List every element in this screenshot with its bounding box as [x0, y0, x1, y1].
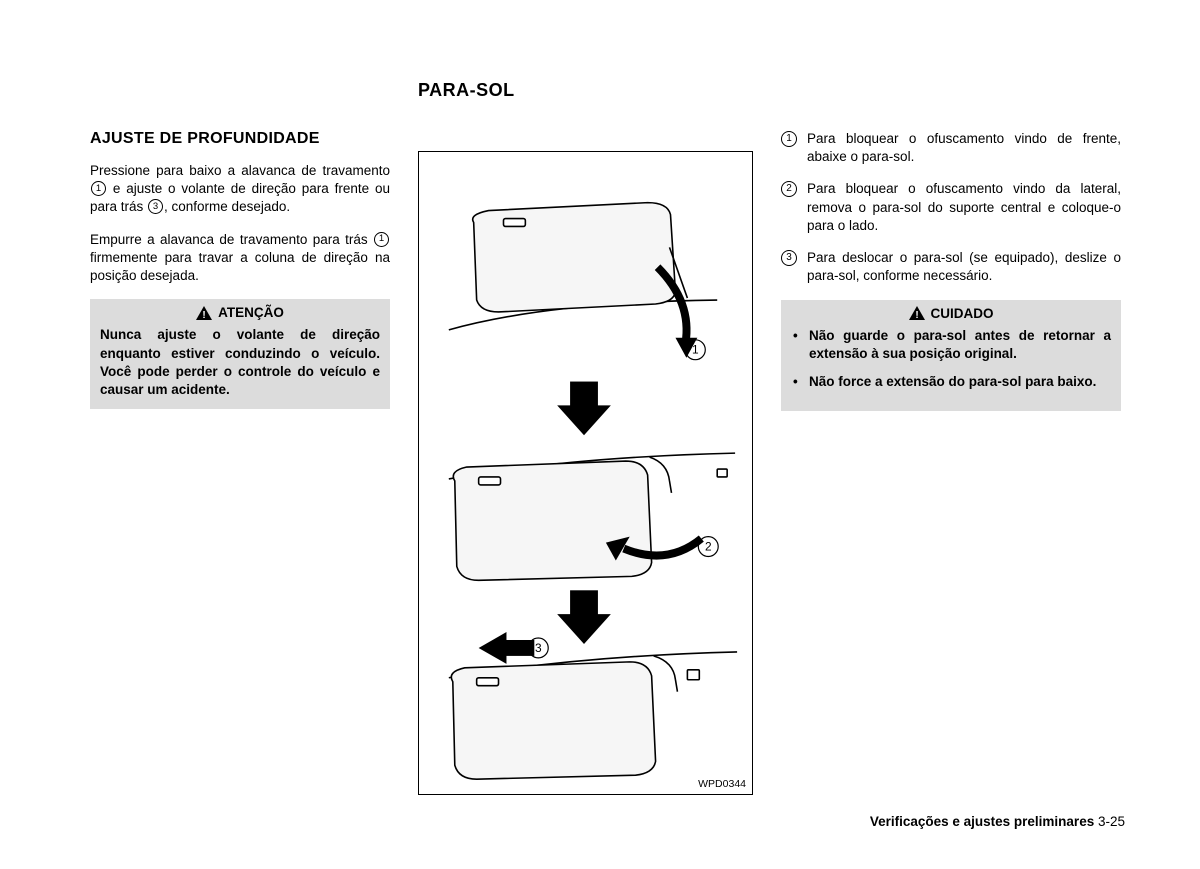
- step-2: 2 Para bloquear o ofuscamento vindo da l…: [781, 180, 1121, 235]
- middle-column: PARA-SOL 1 2 3: [418, 80, 753, 795]
- caution-list: Não guarde o para-sol antes de retornar …: [791, 327, 1111, 392]
- warning-body: Nunca ajuste o volante de direção enquan…: [100, 326, 380, 399]
- left-column: AJUSTE DE PROFUNDIDADE Pressione para ba…: [90, 80, 390, 795]
- circled-number-1-icon: 1: [91, 181, 106, 196]
- svg-text:!: !: [915, 310, 918, 320]
- warning-header: ! ATENÇÃO: [100, 305, 380, 320]
- svg-text:!: !: [202, 310, 205, 320]
- svg-text:3: 3: [535, 641, 542, 655]
- sun-visor-figure: 1 2 3: [418, 151, 753, 795]
- manual-page: AJUSTE DE PROFUNDIDADE Pressione para ba…: [0, 0, 1200, 845]
- sun-visor-diagram-svg: 1 2 3: [419, 152, 752, 794]
- footer-section: Verificações e ajustes preliminares: [870, 814, 1094, 829]
- page-footer: Verificações e ajustes preliminares 3-25: [870, 814, 1125, 829]
- warning-label: ATENÇÃO: [218, 305, 284, 320]
- sun-visor-steps: 1 Para bloquear o ofuscamento vindo de f…: [781, 130, 1121, 286]
- circled-number-3-icon: 3: [781, 250, 797, 266]
- caution-item-1: Não guarde o para-sol antes de retornar …: [791, 327, 1111, 363]
- page-title: PARA-SOL: [418, 80, 753, 101]
- depth-adjust-para-1: Pressione para baixo a alavanca de trava…: [90, 162, 390, 217]
- caution-callout: ! CUIDADO Não guarde o para-sol antes de…: [781, 300, 1121, 412]
- step-1: 1 Para bloquear o ofuscamento vindo de f…: [781, 130, 1121, 166]
- circled-number-3-icon: 3: [148, 199, 163, 214]
- depth-adjust-para-2: Empurre a alavanca de travamento para tr…: [90, 231, 390, 286]
- caution-label: CUIDADO: [931, 306, 994, 321]
- section-title-depth-adjust: AJUSTE DE PROFUNDIDADE: [90, 130, 390, 148]
- svg-text:2: 2: [705, 540, 712, 554]
- step-3: 3 Para deslocar o para-sol (se equipado)…: [781, 249, 1121, 285]
- circled-number-1-icon: 1: [374, 232, 389, 247]
- warning-triangle-icon: !: [196, 306, 212, 320]
- figure-code: WPD0344: [698, 778, 746, 790]
- warning-triangle-icon: !: [909, 306, 925, 320]
- circled-number-2-icon: 2: [781, 181, 797, 197]
- warning-callout: ! ATENÇÃO Nunca ajuste o volante de dire…: [90, 299, 390, 409]
- right-column: 1 Para bloquear o ofuscamento vindo de f…: [781, 80, 1121, 795]
- caution-item-2: Não force a extensão do para-sol para ba…: [791, 373, 1111, 391]
- caution-header: ! CUIDADO: [791, 306, 1111, 321]
- circled-number-1-icon: 1: [781, 131, 797, 147]
- footer-page: 3-25: [1094, 814, 1125, 829]
